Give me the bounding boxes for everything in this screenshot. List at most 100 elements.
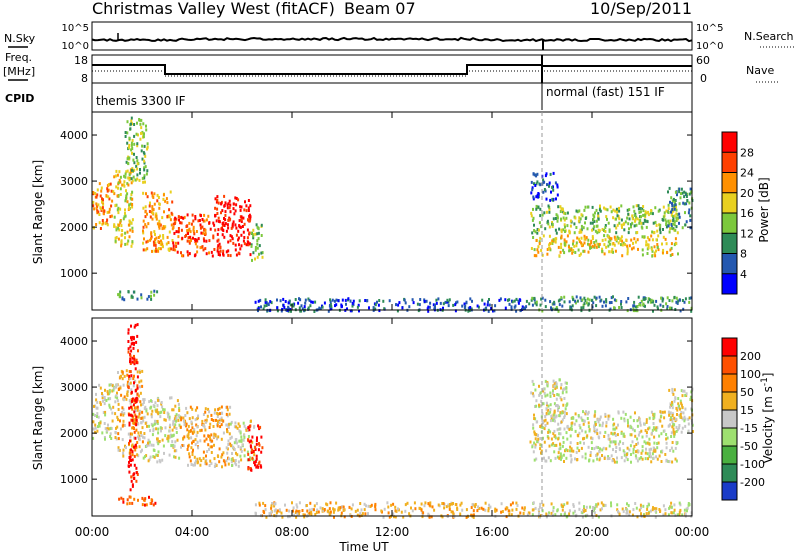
colorbar-swatch [722, 132, 737, 153]
ytick-label: 3000 [60, 381, 88, 394]
scatter-region-5 [229, 419, 256, 468]
colorbar-frame [721, 337, 738, 501]
ytick-label: 1000 [60, 267, 88, 280]
scatter-region-6 [250, 223, 264, 262]
xtick-label: 04:00 [175, 525, 210, 539]
ytick-label: 3000 [60, 175, 88, 188]
scatter-region-2 [124, 116, 149, 184]
scatter-region-11 [530, 204, 679, 235]
scatter-region-13 [667, 387, 694, 435]
colorbar-swatch [722, 338, 737, 357]
frequency-trace [92, 64, 692, 75]
scatter-region-12 [530, 378, 569, 413]
xtick-label: 08:00 [275, 525, 310, 539]
colorbar-swatch [722, 172, 737, 194]
noise-tick-right-high: 10^5 [696, 23, 723, 34]
station-title: Christmas Valley West (fitACF) [92, 0, 335, 18]
colorbar-swatch [722, 482, 737, 501]
cpid-label: CPID [5, 92, 34, 105]
colorbar-tick-label: 28 [740, 146, 754, 159]
scatter-region-6 [247, 424, 264, 472]
colorbar-swatch [722, 233, 737, 254]
colorbar-tick-label: 8 [740, 248, 747, 261]
nsky-label: N.Sky [4, 32, 36, 45]
colorbar-tick-label: -200 [740, 476, 765, 489]
velocity-scatter [92, 323, 694, 519]
colorbar-swatch [722, 464, 737, 483]
colorbar-swatch [722, 428, 737, 447]
colorbar-swatch [722, 273, 737, 295]
xlabel-time-ut: Time UT [338, 540, 389, 554]
power-panel-frame [91, 111, 693, 311]
time-axis: 00:00 04:00 08:00 12:00 16:00 20:00 00:00 [75, 112, 709, 539]
freq-panel-frame [91, 54, 693, 84]
power-colorbar: 4 8 12 16 20 24 28 [721, 131, 754, 295]
noise-tick-left-high: 10^5 [62, 23, 89, 34]
velocity-ylabel: Slant Range [km] [31, 366, 45, 470]
scatter-region-10 [530, 234, 679, 258]
scatter-region-8 [254, 297, 531, 313]
power-ylabel: Slant Range [km] [31, 160, 45, 264]
colorbar-tick-label: 4 [740, 268, 747, 281]
scatter-region-4 [179, 405, 232, 469]
colorbar-tick-label: -50 [740, 440, 758, 453]
scatter-region-7 [117, 289, 159, 302]
xtick-label: 20:00 [575, 525, 610, 539]
scatter-region-0 [92, 182, 114, 230]
colorbar-tick-label: 200 [740, 350, 761, 363]
colorbar-swatch [722, 152, 737, 173]
nave-label: Nave [746, 64, 774, 77]
freq-label-line2: [MHz] [3, 65, 35, 78]
colorbar-swatch [722, 446, 737, 465]
xtick-label: 16:00 [475, 525, 510, 539]
colorbar-swatch [722, 410, 737, 429]
colorbar-swatch [722, 192, 737, 214]
ytick-label: 2000 [60, 221, 88, 234]
scatter-region-4 [172, 213, 214, 258]
nave-tick-low: 0 [700, 72, 707, 85]
ytick-label: 4000 [60, 335, 88, 348]
scatter-region-11 [532, 410, 679, 441]
colorbar-tick-label: 50 [740, 386, 754, 399]
nsky-trace [91, 36, 693, 43]
scatter-region-5 [212, 194, 252, 258]
scatter-region-12 [530, 171, 559, 202]
velocity-yaxis: 1000 2000 3000 4000 [60, 335, 692, 486]
freq-tick-low: 8 [81, 72, 88, 85]
colorbar-tick-label: 16 [740, 207, 754, 220]
scatter-region-7 [118, 495, 157, 507]
beam-label: Beam 07 [344, 0, 416, 18]
colorbar-tick-label: 15 [740, 404, 754, 417]
colorbar-swatch [722, 213, 737, 234]
cpid-segment-2: normal (fast) 151 IF [546, 85, 665, 99]
scatter-region-3 [142, 190, 174, 253]
colorbar-tick-label: 12 [740, 227, 754, 240]
scatter-region-1 [117, 369, 144, 458]
nave-tick-high: 60 [696, 54, 710, 67]
ytick-label: 2000 [60, 427, 88, 440]
scatter-region-3 [142, 396, 182, 464]
noise-panel-frame [91, 21, 693, 51]
noise-tick-left-low: 10^0 [62, 41, 89, 52]
nave-trace [92, 70, 692, 77]
freq-label-line1: Freq. [5, 51, 32, 64]
ytick-label: 4000 [60, 129, 88, 142]
colorbar-tick-label: -15 [740, 422, 758, 435]
date-label: 10/Sep/2011 [590, 0, 692, 18]
scatter-region-1 [112, 168, 134, 248]
xtick-label: 12:00 [375, 525, 410, 539]
colorbar-tick-label: -100 [740, 458, 765, 471]
nsearch-label: N.Search [744, 30, 794, 43]
colorbar-swatch [722, 374, 737, 393]
power-yaxis: 1000 2000 3000 4000 [60, 129, 692, 280]
scatter-region-2 [127, 323, 139, 492]
colorbar-swatch [722, 392, 737, 411]
colorbar-tick-label: 20 [740, 187, 754, 200]
velocity-colorbar: 200 100 50 15 -15 -50 -100 -200 [721, 337, 765, 501]
velocity-colorbar-label: Velocity [m s-1] [760, 373, 775, 464]
scatter-region-10 [529, 440, 679, 464]
power-scatter [92, 116, 694, 313]
scatter-region-13 [667, 186, 694, 230]
power-colorbar-label: Power [dB] [757, 177, 771, 242]
